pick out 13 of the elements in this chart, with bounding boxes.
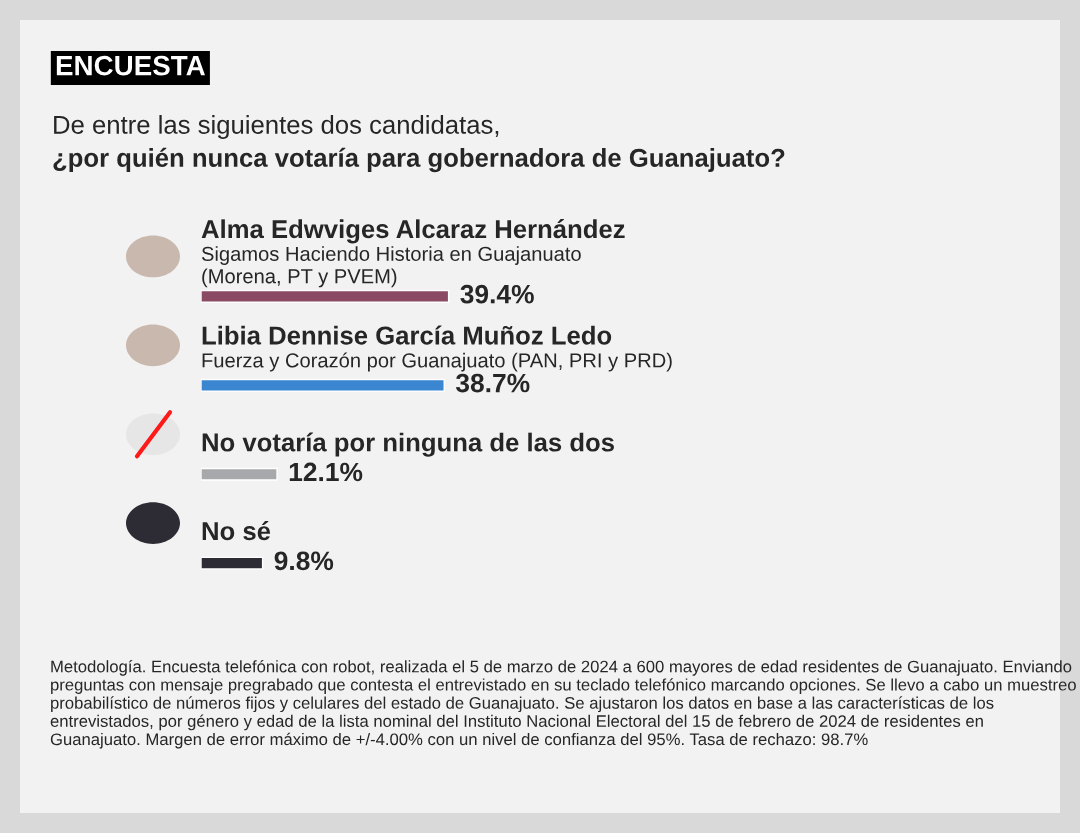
data-label: 38.7% [455,373,530,393]
bar [201,556,264,570]
text: Metodología. Encuesta telefónica con robot, realizada el 5 de marzo de 2024 a 600 mayores de edad residentes de Guanajuato. Enviando preguntas con mensaje pregrabado que contesta el entrevistado en su teclado telefónico marcando opciones. Se llevo a cabo un muestreo probabilístico de números fijos y celulares del estado de Guanajuato. Se ajustaron los datos en base a las características de los entrevistados, por género y edad de la lista nominal del Instituto Nacional Electoral del 15 de febrero de 2024 de residentes en Guanajuato. Margen de error máximo de +/-4.00% con un nivel de confianza del 95%. Tasa de rechazo: 98.7% [50,660,1076,749]
chart-title: ENCUESTA [56,55,206,76]
data-label: 9.8% [274,551,334,571]
bar [201,289,450,303]
chart-subtitle: De entre las siguientes dos candidatas, ¿por quién nunca votaría para gobernadora de Guanajuato? [53,115,785,173]
data-label: 12.1% [289,462,363,482]
bar [201,378,445,392]
bar [201,467,278,481]
y-tick-label: No votaría por ninguna de las dos [202,432,614,457]
y-tick-label: No sé [202,521,271,541]
y-tick-label: Libia Dennise García Muñoz Ledo Fuerza y Corazón por Guanajuato (PAN, PRI y PRD) [202,325,672,372]
